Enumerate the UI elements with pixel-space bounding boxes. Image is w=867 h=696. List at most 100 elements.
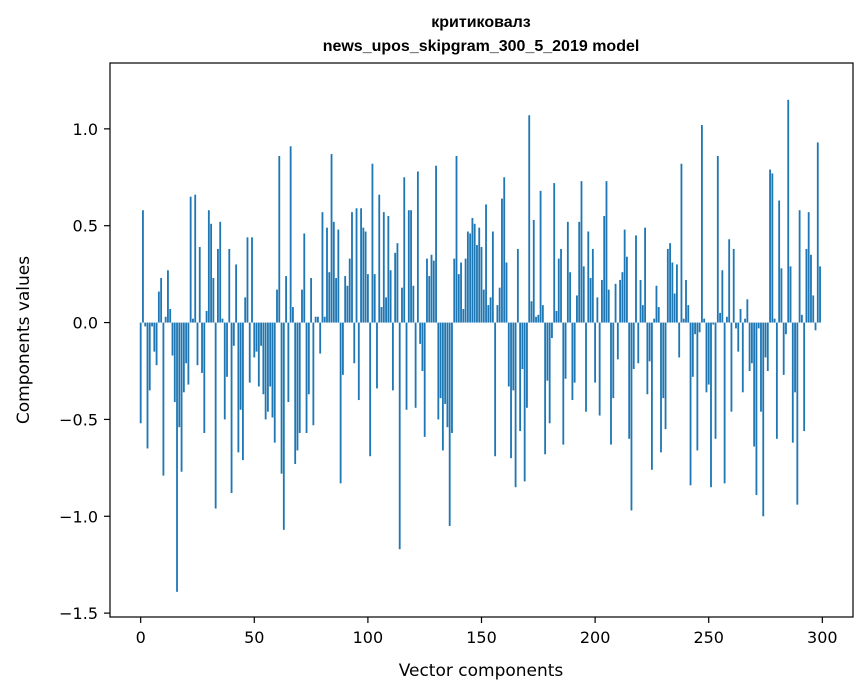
bar xyxy=(432,260,435,323)
bar xyxy=(775,322,778,439)
bar xyxy=(153,322,156,352)
bar xyxy=(426,258,428,323)
bar xyxy=(455,155,458,323)
bar xyxy=(780,268,783,323)
bar xyxy=(242,322,244,461)
bar xyxy=(607,289,610,323)
bar xyxy=(523,322,526,482)
bar xyxy=(353,322,356,364)
bar xyxy=(676,264,678,323)
bar xyxy=(389,270,392,323)
bar xyxy=(171,322,174,356)
bar xyxy=(185,322,188,364)
bar xyxy=(298,322,301,433)
bar xyxy=(526,322,528,408)
chart-subtitle: news_upos_skipgram_300_5_2019 model xyxy=(323,38,640,55)
bar xyxy=(657,307,660,323)
bar xyxy=(737,322,740,352)
bar xyxy=(267,322,269,412)
bar xyxy=(276,289,278,323)
bar xyxy=(439,322,442,399)
bar xyxy=(557,258,560,323)
bar xyxy=(139,322,142,424)
bar xyxy=(230,322,233,494)
bar xyxy=(641,305,644,323)
x-tick-label: 200 xyxy=(580,628,611,647)
bar xyxy=(705,322,708,393)
bar xyxy=(539,190,542,323)
bar xyxy=(444,322,447,404)
bar xyxy=(296,322,299,451)
bar xyxy=(262,322,265,395)
bar xyxy=(628,322,631,439)
bar xyxy=(167,270,169,323)
bar xyxy=(773,318,776,323)
bar xyxy=(614,283,617,323)
bar xyxy=(453,258,456,323)
bar xyxy=(505,262,508,323)
bar xyxy=(501,198,503,323)
bar xyxy=(794,322,796,393)
bar xyxy=(612,322,615,399)
bar xyxy=(712,322,715,325)
bar xyxy=(380,307,383,323)
bar xyxy=(239,322,242,410)
bar xyxy=(560,248,562,323)
bar xyxy=(480,247,483,323)
bar xyxy=(626,256,628,323)
bar xyxy=(226,322,228,377)
bar xyxy=(221,318,224,323)
bar xyxy=(591,248,594,323)
bar xyxy=(187,322,190,385)
bar xyxy=(680,163,683,323)
bar xyxy=(332,221,335,323)
bar xyxy=(394,252,397,323)
bar xyxy=(514,322,517,488)
bar xyxy=(403,177,406,323)
y-tick-label: 1.0 xyxy=(73,120,98,139)
bar xyxy=(416,171,419,323)
bar xyxy=(707,322,710,385)
bar xyxy=(803,322,806,432)
bar xyxy=(687,305,690,323)
bar xyxy=(685,279,687,323)
bar xyxy=(203,322,206,433)
x-tick-label: 50 xyxy=(244,628,264,647)
bar xyxy=(598,322,601,416)
bar xyxy=(655,285,658,323)
bar xyxy=(205,310,208,323)
bar xyxy=(787,99,790,323)
bar xyxy=(471,217,474,323)
bar xyxy=(782,322,785,375)
bar xyxy=(755,322,758,495)
bar xyxy=(544,322,547,455)
bar xyxy=(385,297,387,323)
bar xyxy=(589,278,592,323)
bar xyxy=(376,322,378,389)
bar xyxy=(739,309,742,323)
bar xyxy=(769,169,771,323)
bar xyxy=(196,322,199,366)
bar xyxy=(344,276,347,323)
bar xyxy=(337,229,340,323)
bar xyxy=(314,316,317,323)
bar xyxy=(744,318,746,323)
bar xyxy=(289,146,292,323)
bar xyxy=(489,297,492,323)
bar xyxy=(596,297,599,323)
bar xyxy=(730,322,733,412)
bar xyxy=(305,322,308,433)
bar xyxy=(632,322,635,370)
bar xyxy=(446,322,449,428)
bar xyxy=(580,181,583,323)
bar xyxy=(212,278,215,323)
bar xyxy=(576,295,578,323)
bar xyxy=(151,322,153,327)
bar xyxy=(551,322,553,339)
bar xyxy=(494,322,497,457)
bar xyxy=(210,223,213,323)
bar xyxy=(487,305,490,323)
bar xyxy=(282,322,285,530)
bar xyxy=(464,258,467,323)
bar xyxy=(219,221,222,323)
